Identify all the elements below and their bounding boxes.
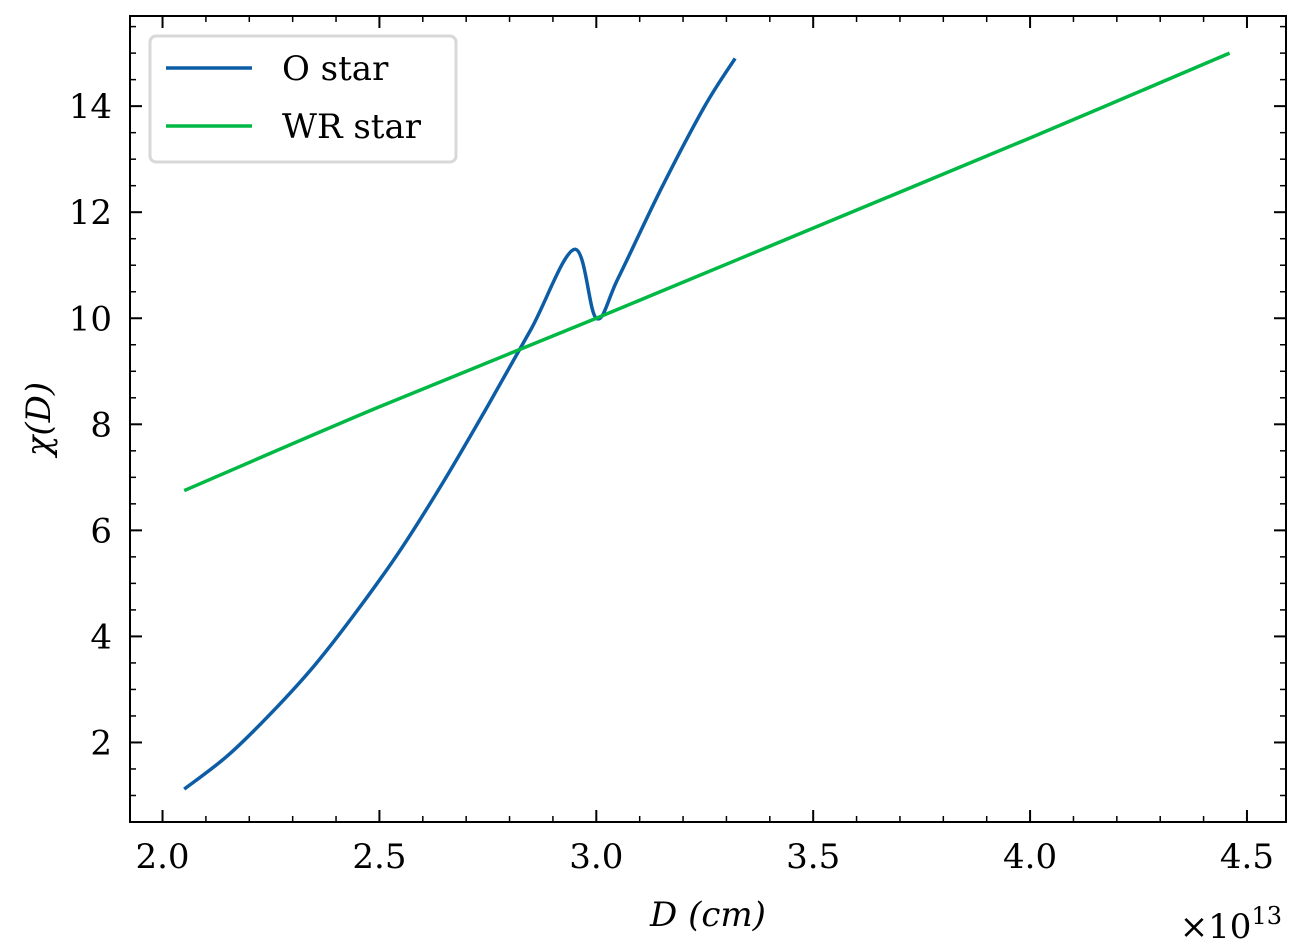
- legend-label-2: WR star: [282, 107, 422, 147]
- series-layer: [183, 51, 1231, 791]
- y-tick-label: 8: [90, 405, 112, 445]
- y-tick-label: 6: [90, 511, 112, 551]
- legend-label-1: O star: [282, 49, 389, 89]
- y-tick-label: 12: [69, 193, 112, 233]
- legend: O star WR star: [148, 34, 458, 164]
- series-line-2: [183, 51, 1231, 493]
- x-tick-label: 3.0: [569, 837, 623, 877]
- y-tick-label: 4: [90, 617, 112, 657]
- x-offset-base: ×10: [1180, 907, 1252, 947]
- x-tick-label: 4.0: [1003, 837, 1057, 877]
- y-tick-label: 10: [69, 299, 112, 339]
- x-offset-exponent: 13: [1251, 902, 1282, 930]
- x-tick-label: 2.5: [352, 837, 406, 877]
- x-axis-label: D (cm): [649, 895, 766, 935]
- x-tick-label: 3.5: [786, 837, 840, 877]
- x-tick-label: 4.5: [1220, 837, 1274, 877]
- y-tick-label: 14: [69, 87, 112, 127]
- plot-frame: [129, 15, 1287, 823]
- y-tick-label: 2: [90, 723, 112, 763]
- series-line-1: [183, 57, 737, 791]
- y-axis-label: χ(D): [19, 382, 59, 458]
- ticks-layer: 2.0 2.5 3.0 3.5 4.0 4.5 2 4 6 8 10 12 14: [69, 16, 1286, 877]
- x-tick-label: 2.0: [135, 837, 189, 877]
- x-axis-offset-label: ×1013: [1180, 902, 1282, 947]
